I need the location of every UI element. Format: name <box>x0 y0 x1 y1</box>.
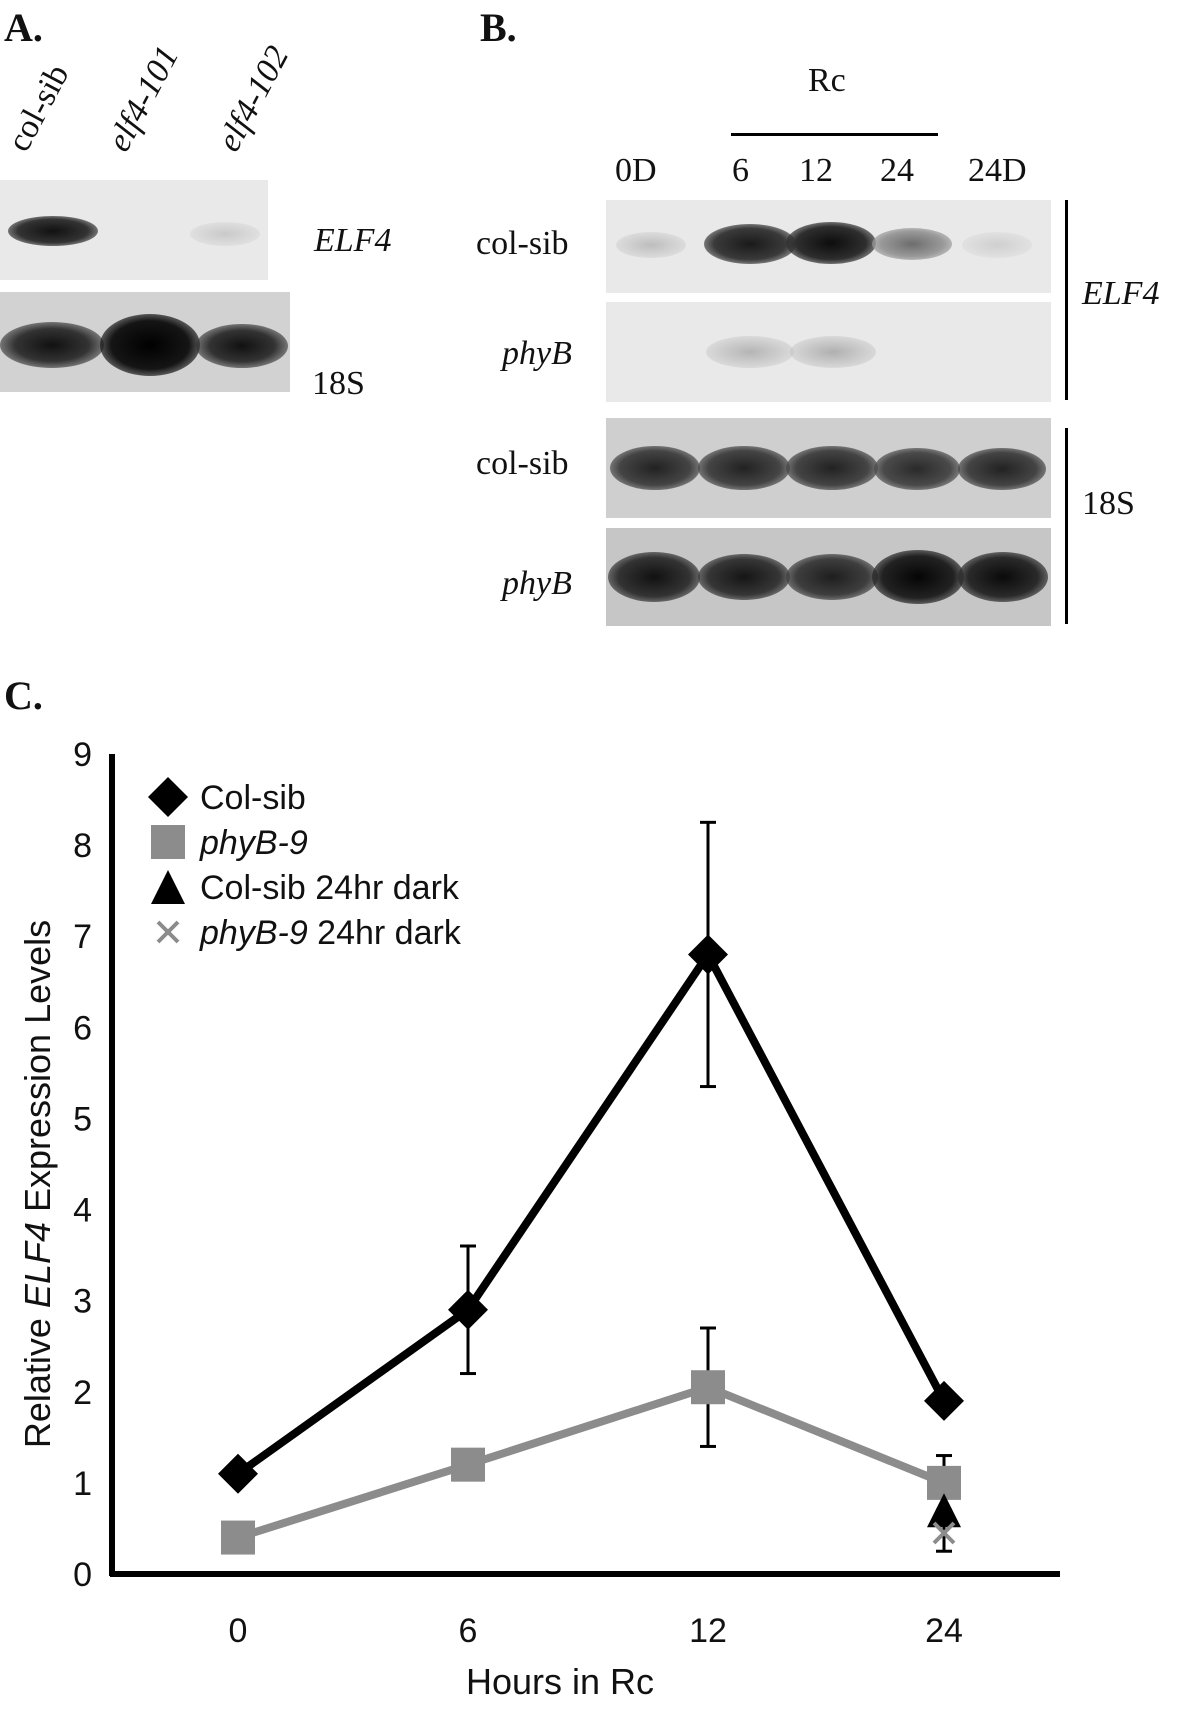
blot-a-elf4 <box>0 180 268 280</box>
data-point <box>932 1521 956 1545</box>
panel-b-letter: B. <box>480 5 517 50</box>
y-tick-label: 6 <box>73 1009 92 1047</box>
label-b-18s: 18S <box>1082 485 1135 522</box>
band-elf4-101-18s <box>100 314 200 376</box>
18s-bracket <box>1065 428 1068 624</box>
legend-marker <box>156 920 180 944</box>
chart-axes <box>109 754 1060 1577</box>
legend-marker <box>151 825 185 859</box>
band-b4-24 <box>872 550 964 604</box>
band-b3-6 <box>698 446 790 490</box>
band-b2-12 <box>790 336 876 368</box>
band-col-sib-elf4 <box>8 216 98 246</box>
label-a-elf4: ELF4 <box>314 222 392 259</box>
timepoint-12: 12 <box>799 152 833 189</box>
y-tick-label: 1 <box>73 1465 92 1503</box>
data-point <box>451 1447 485 1482</box>
chart-markers <box>218 934 964 1555</box>
band-b4-12 <box>786 554 878 600</box>
data-point <box>448 1289 488 1330</box>
row-label-col-sib-18s: col-sib <box>476 445 569 482</box>
timepoint-0d: 0D <box>615 152 657 189</box>
chart-series-lines <box>235 946 948 1542</box>
band-b3-0d <box>610 446 700 490</box>
data-point <box>691 1370 725 1405</box>
band-elf4-102-elf4 <box>190 222 260 246</box>
elf4-bracket <box>1065 200 1068 400</box>
band-col-sib-18s <box>0 322 104 368</box>
legend-label: phyB-9 <box>199 824 308 862</box>
label-b-elf4: ELF4 <box>1082 275 1160 312</box>
legend-marker <box>148 777 188 817</box>
data-point <box>221 1520 255 1555</box>
band-b1-0d <box>616 232 686 258</box>
y-tick-label: 9 <box>73 736 92 774</box>
row-label-phyb-elf4: phyB <box>502 335 572 372</box>
series-line <box>236 1382 946 1542</box>
y-tick-label: 7 <box>73 918 92 956</box>
band-elf4-102-18s <box>196 324 288 368</box>
band-b3-24 <box>874 448 960 490</box>
band-b4-0d <box>608 552 700 602</box>
band-b1-12 <box>786 222 876 264</box>
band-b4-6 <box>698 554 790 600</box>
data-point <box>927 1493 961 1528</box>
rc-label: Rc <box>808 62 846 99</box>
row-label-phyb-18s: phyB <box>502 565 572 602</box>
y-tick-label: 4 <box>73 1192 92 1230</box>
band-b1-24d <box>962 232 1032 258</box>
legend-label: phyB-9 24hr dark <box>199 914 462 952</box>
lane-label-elf4-102: elf4-102 <box>210 40 297 158</box>
x-tick-label: 12 <box>689 1612 727 1650</box>
y-axis-label: Relative ELF4 Expression Levels <box>17 920 58 1448</box>
x-tick-label: 6 <box>459 1612 478 1650</box>
x-axis-label: Hours in Rc <box>466 1661 654 1702</box>
data-point <box>218 1453 258 1494</box>
chart-legend: Col-sib phyB-9 Col-sib 24hr dark phyB-9 24h… <box>148 777 462 952</box>
blot-b-phyb-elf4 <box>606 302 1051 402</box>
band-b3-12 <box>786 446 878 490</box>
panel-c-letter: C. <box>4 673 43 718</box>
x-tick-label: 0 <box>229 1612 248 1650</box>
y-tick-label: 5 <box>73 1100 92 1138</box>
data-point <box>688 934 728 975</box>
series-line <box>235 946 948 1478</box>
data-point <box>924 1380 964 1421</box>
band-b1-24 <box>872 228 952 260</box>
label-a-18s: 18S <box>312 365 365 402</box>
timepoint-24d: 24D <box>968 152 1027 189</box>
x-tick-label: 24 <box>925 1612 963 1650</box>
y-tick-label: 8 <box>73 827 92 865</box>
lane-label-col-sib: col-sib <box>0 58 77 158</box>
legend-label: Col-sib 24hr dark <box>200 869 460 907</box>
y-tick-label: 3 <box>73 1283 92 1321</box>
rc-bracket-line <box>731 133 938 136</box>
band-b1-6 <box>704 224 796 264</box>
y-tick-label: 2 <box>73 1374 92 1412</box>
data-point-stroke-b <box>932 1521 956 1545</box>
blot-a-18s <box>0 292 290 392</box>
blot-b-col-sib-18s <box>606 418 1051 518</box>
legend-marker-stroke-b <box>156 920 180 944</box>
band-b3-24d <box>958 448 1046 490</box>
lane-label-elf4-101: elf4-101 <box>100 40 187 158</box>
band-b4-24d <box>958 552 1048 602</box>
panel-a-letter: A. <box>4 5 43 50</box>
blot-b-phyb-18s <box>606 528 1051 626</box>
timepoint-24: 24 <box>880 152 914 189</box>
timepoint-6: 6 <box>732 152 749 189</box>
blot-b-col-sib-elf4 <box>606 200 1051 293</box>
row-label-col-sib-elf4: col-sib <box>476 225 569 262</box>
band-b2-6 <box>706 336 794 368</box>
legend-label: Col-sib <box>200 779 306 817</box>
legend-marker <box>151 870 185 904</box>
y-tick-label: 0 <box>73 1556 92 1594</box>
